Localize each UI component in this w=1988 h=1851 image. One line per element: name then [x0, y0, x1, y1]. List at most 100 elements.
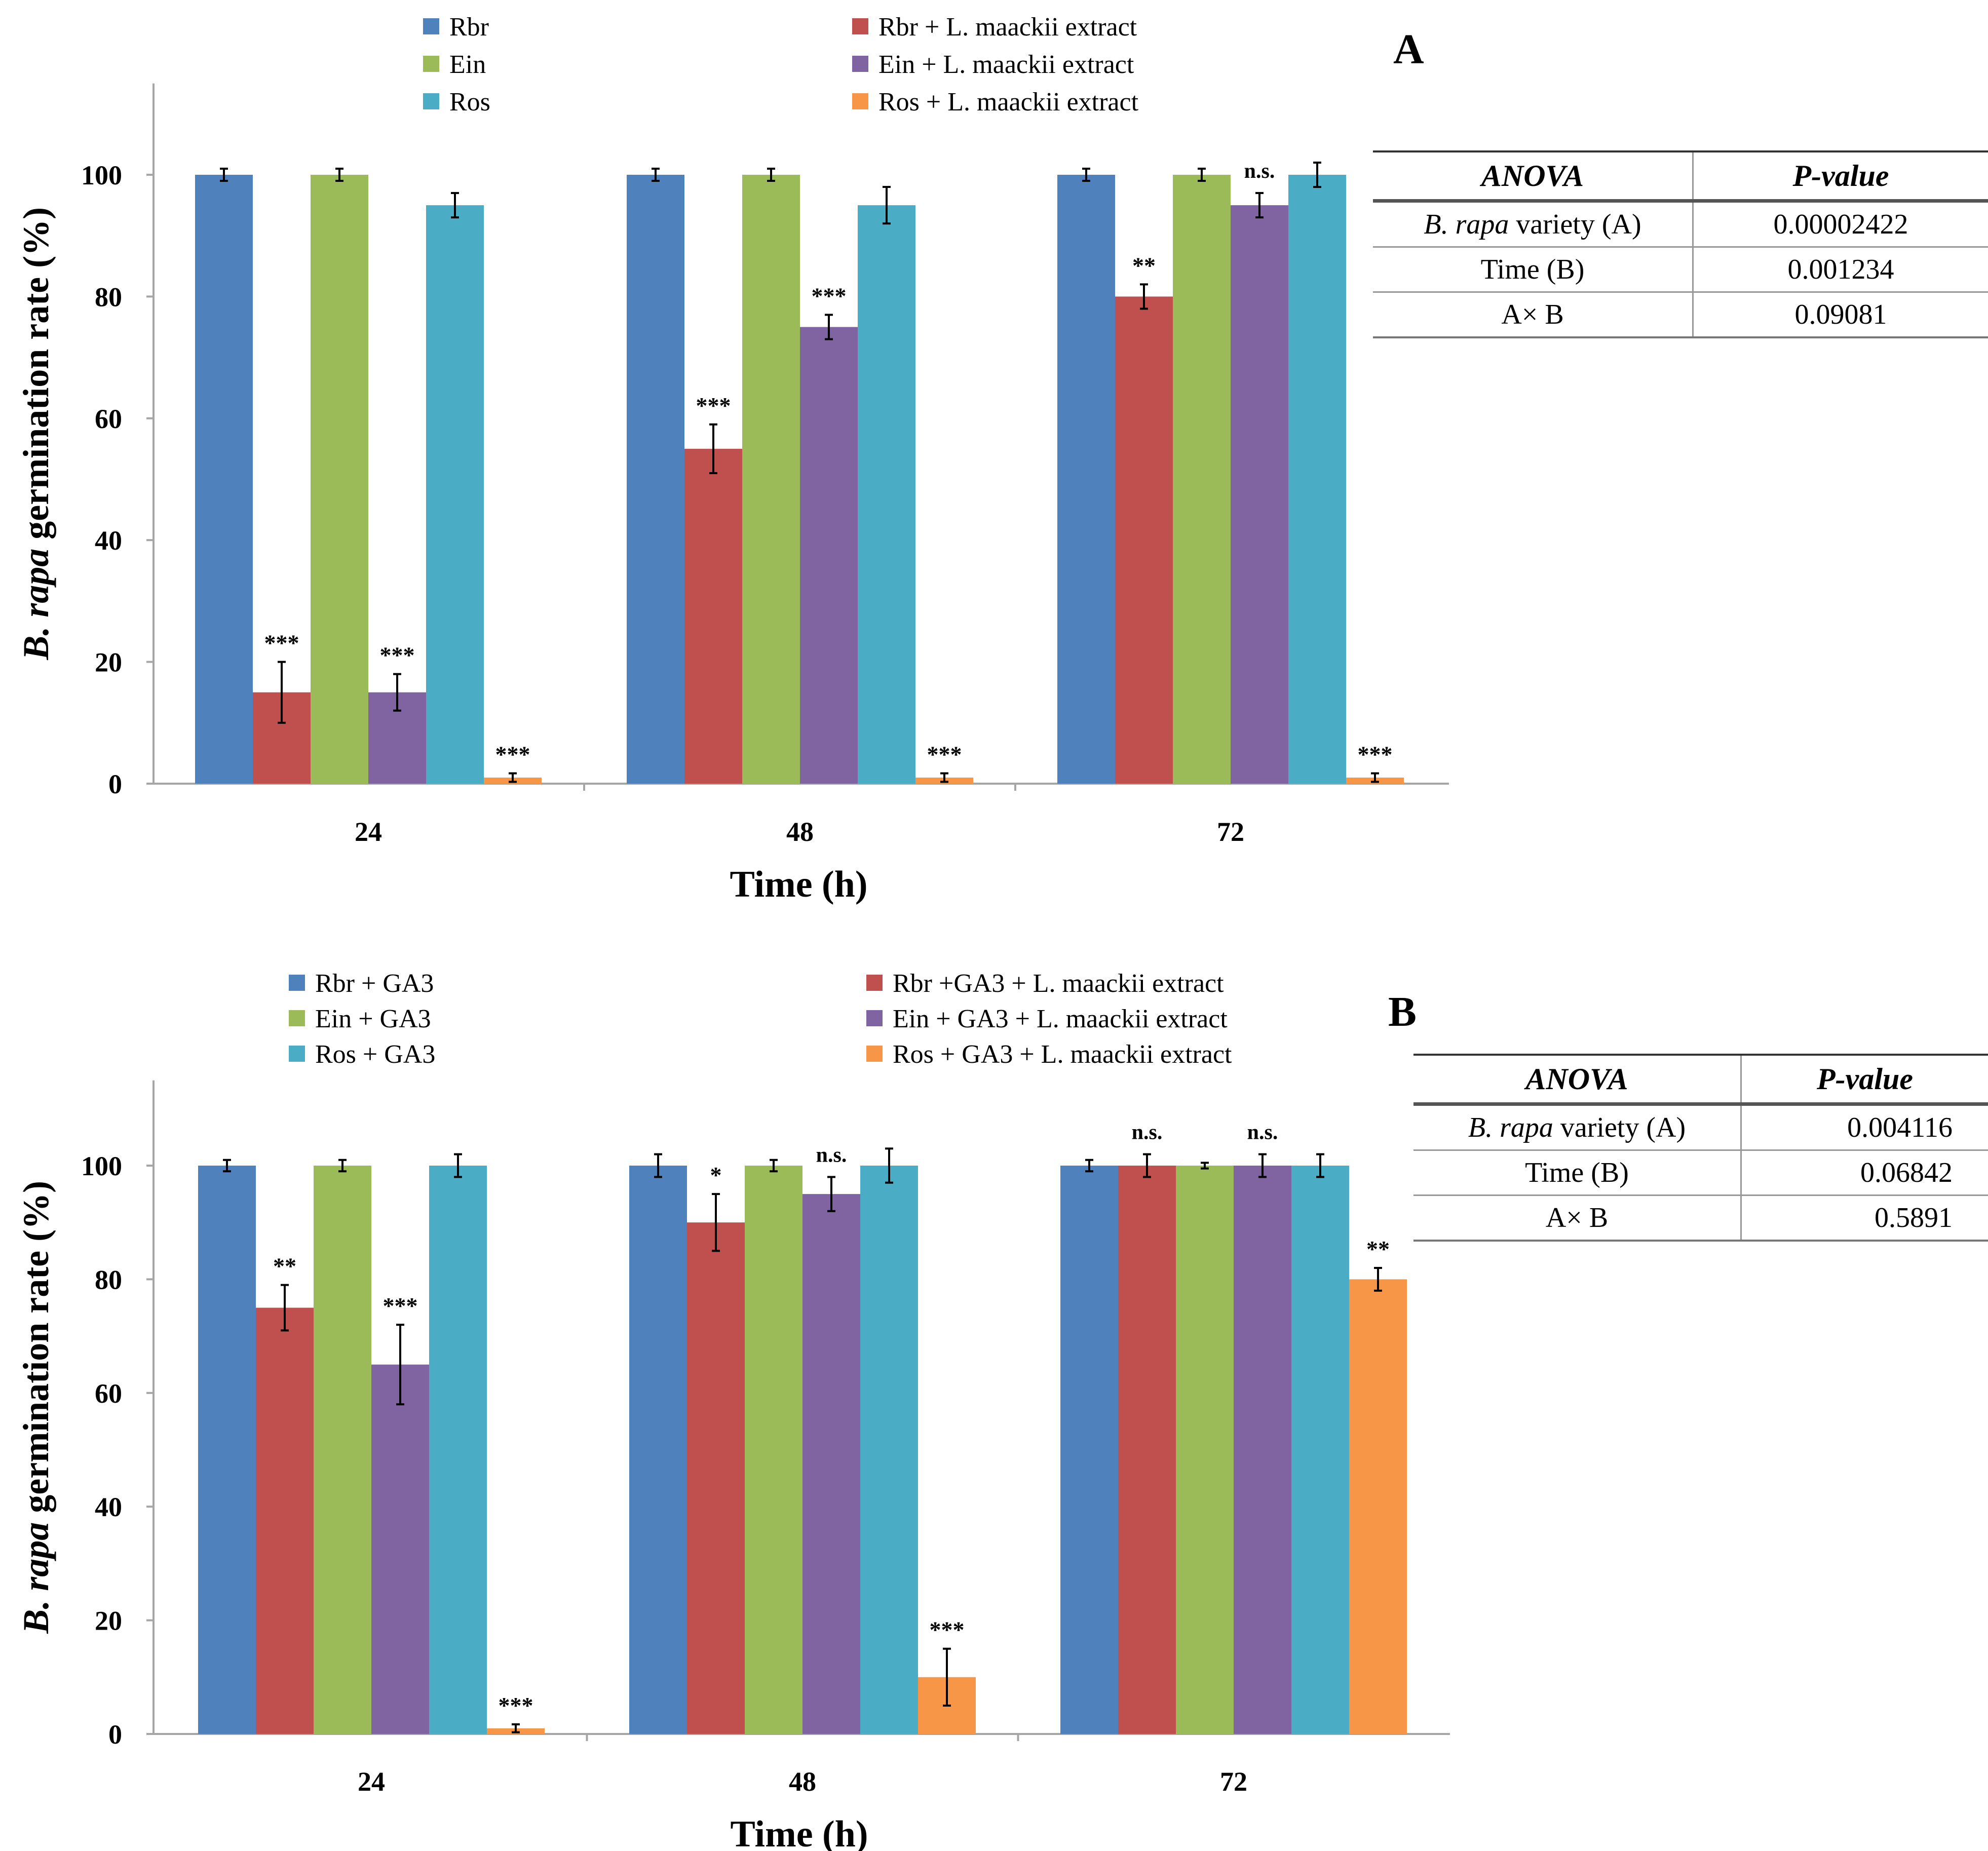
bar	[1176, 1166, 1234, 1734]
legend-swatch	[852, 93, 868, 109]
bar	[1288, 175, 1346, 784]
anova-row-interaction: A× B	[1373, 292, 1694, 338]
y-tick-label: 100	[81, 1151, 122, 1181]
anova-row-variety: B. rapa variety (A)	[1373, 201, 1694, 248]
legend-swatch	[866, 975, 883, 991]
bar	[1234, 1166, 1291, 1734]
significance-label: ***	[499, 1692, 533, 1718]
bar	[1060, 1166, 1118, 1734]
bar	[371, 1364, 429, 1734]
bar	[629, 1166, 687, 1734]
significance-label: n.s.	[816, 1143, 847, 1167]
significance-label: ***	[1358, 742, 1393, 767]
x-axis-title: Time (h)	[730, 1814, 868, 1851]
significance-label: **	[1366, 1236, 1390, 1262]
significance-label: **	[1132, 252, 1156, 278]
y-axis-title-italic: B. rapa	[16, 1522, 56, 1634]
anova-row-variety-label: variety (A)	[1553, 1112, 1686, 1143]
y-tick-label: 80	[95, 1264, 122, 1295]
anova-row-variety: B. rapa variety (A)	[1413, 1104, 1742, 1151]
legend-swatch	[852, 18, 868, 34]
legend-label: Rbr + GA3	[315, 969, 434, 998]
x-axis-title: Time (h)	[730, 864, 867, 905]
legend-swatch	[423, 93, 439, 109]
y-tick-label: 20	[95, 1606, 122, 1636]
significance-label: ***	[264, 630, 299, 656]
anova-row-time-value: 0.06842	[1741, 1150, 1988, 1196]
legend-swatch	[289, 975, 305, 991]
y-axis-title: B. rapa germination rate (%)	[16, 207, 56, 661]
x-tick-label: 72	[1217, 817, 1244, 847]
legend-swatch	[289, 1046, 305, 1062]
significance-label: ***	[927, 742, 962, 767]
anova-header-label: ANOVA	[1413, 1054, 1742, 1106]
legend-swatch	[866, 1046, 883, 1062]
anova-header-pvalue: P-value	[1693, 150, 1988, 203]
y-axis-title-italic: B. rapa	[16, 549, 56, 661]
legend-swatch	[866, 1010, 883, 1026]
panel-label: B	[1388, 988, 1417, 1035]
y-tick-label: 60	[95, 1378, 122, 1409]
anova-row-time: Time (B)	[1373, 247, 1694, 293]
legend-label: Ros + GA3 + L. maackii extract	[893, 1040, 1232, 1069]
anova-row-variety-italic: B. rapa	[1424, 209, 1509, 240]
legend-label: Ein	[449, 50, 486, 79]
panel-label: A	[1393, 26, 1424, 73]
significance-label: ***	[930, 1617, 965, 1643]
bar	[256, 1307, 314, 1734]
legend-label: Ros	[449, 88, 490, 117]
bar	[429, 1166, 487, 1734]
bar	[1057, 175, 1115, 784]
legend-label: Ros + L. maackii extract	[878, 88, 1139, 117]
x-tick-label: 24	[355, 817, 382, 847]
bar	[198, 1166, 256, 1734]
anova-row-interaction-value: 0.5891	[1741, 1195, 1988, 1242]
x-tick-label: 48	[789, 1766, 816, 1797]
bar	[1118, 1166, 1176, 1734]
y-tick-label: 40	[95, 525, 122, 556]
bar	[684, 448, 742, 784]
significance-label: n.s.	[1132, 1121, 1163, 1144]
legend-swatch	[423, 56, 439, 72]
y-tick-label: 40	[95, 1492, 122, 1522]
bar	[802, 1194, 860, 1734]
x-tick-label: 72	[1220, 1766, 1247, 1797]
anova-table-b: ANOVA P-value B. rapa variety (A) 0.0041…	[1413, 1054, 1988, 1242]
bar	[627, 175, 684, 784]
y-tick-label: 60	[95, 404, 122, 434]
legend-label: Rbr + L. maackii extract	[878, 13, 1137, 42]
significance-label: ***	[383, 1293, 418, 1319]
bar	[1231, 205, 1288, 784]
y-axis-title-rest: germination rate (%)	[16, 1181, 56, 1522]
legend-label: Ein + GA3	[315, 1005, 431, 1033]
y-axis-title-rest: germination rate (%)	[16, 207, 56, 549]
bar	[858, 205, 915, 784]
bar	[1349, 1279, 1407, 1734]
bar	[426, 205, 484, 784]
anova-header-pvalue: P-value	[1741, 1054, 1988, 1106]
bar	[1115, 296, 1173, 784]
anova-row-interaction-value: 0.09081	[1693, 292, 1988, 338]
bar	[1291, 1166, 1349, 1734]
significance-label: n.s.	[1244, 160, 1275, 183]
anova-row-variety-value: 0.004116	[1741, 1104, 1988, 1151]
bar	[745, 1166, 802, 1734]
significance-label: n.s.	[1247, 1121, 1278, 1144]
legend-label: Ros + GA3	[315, 1040, 435, 1069]
legend-label: Rbr	[449, 13, 489, 42]
significance-label: ***	[696, 393, 731, 418]
bar	[314, 1166, 371, 1734]
bar	[311, 175, 368, 784]
bar	[687, 1222, 745, 1734]
anova-header-label: ANOVA	[1373, 150, 1694, 203]
legend-swatch	[423, 18, 439, 34]
bar	[195, 175, 253, 784]
bar	[742, 175, 800, 784]
x-tick-label: 48	[786, 817, 814, 847]
significance-label: *	[710, 1162, 722, 1188]
y-tick-label: 100	[81, 160, 122, 190]
x-tick-label: 24	[358, 1766, 385, 1797]
y-tick-label: 0	[108, 1719, 122, 1750]
anova-row-variety-value: 0.00002422	[1693, 201, 1988, 248]
